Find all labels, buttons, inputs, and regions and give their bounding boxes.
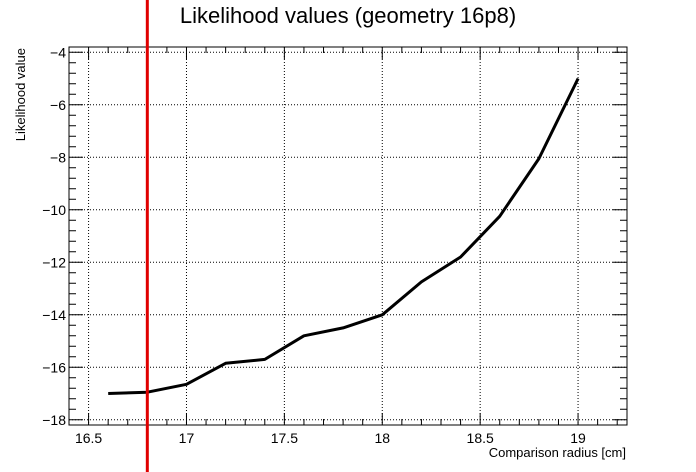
y-axis-label: Likelihood value xyxy=(13,48,28,141)
x-tick-label: 19 xyxy=(570,430,586,446)
plot-frame xyxy=(68,46,628,426)
y-tick-label: −12 xyxy=(42,254,66,270)
x-tick-label: 17.5 xyxy=(271,430,298,446)
y-tick-label: −18 xyxy=(42,412,66,428)
x-axis-label: Comparison radius [cm] xyxy=(489,445,626,460)
x-tick-label: 18 xyxy=(374,430,390,446)
y-tick-label: −14 xyxy=(42,307,66,323)
x-tick-label: 18.5 xyxy=(467,430,494,446)
x-tick-label: 17 xyxy=(179,430,195,446)
series-line xyxy=(108,77,580,395)
y-tick-label: −4 xyxy=(50,44,66,60)
grid xyxy=(69,47,627,425)
y-tick-label: −6 xyxy=(50,97,66,113)
x-tick-label: 16.5 xyxy=(75,430,102,446)
series-layer xyxy=(108,77,580,395)
y-tick-label: −16 xyxy=(42,359,66,375)
y-tick-label: −10 xyxy=(42,202,66,218)
y-tick-label: −8 xyxy=(50,149,66,165)
axis-ticks: 16.5 17 17.5 18 18.5 19 −18 −16 −14 −12 −10 −8 −6 −4 xyxy=(42,44,627,446)
chart-title: Likelihood values (geometry 16p8) xyxy=(180,3,516,28)
